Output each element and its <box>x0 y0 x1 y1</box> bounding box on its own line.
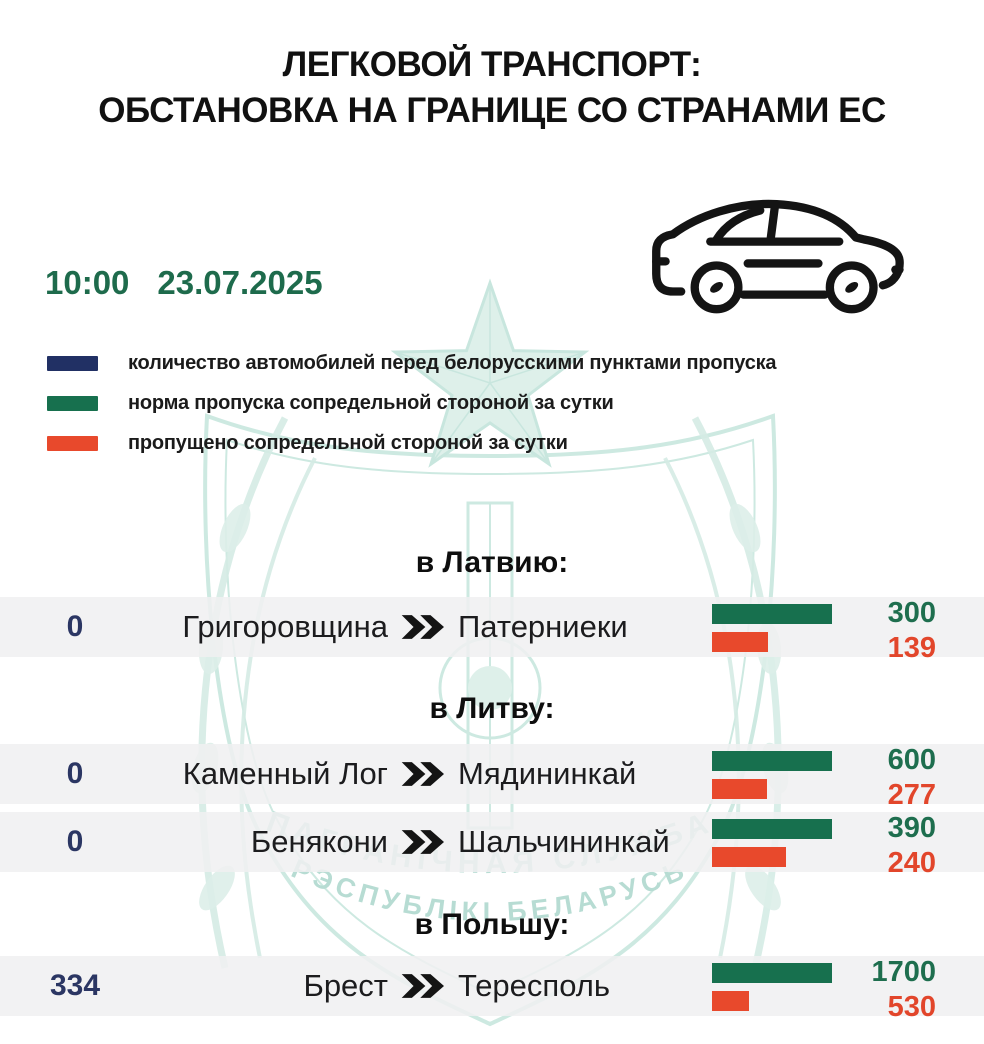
page-title-line1: ЛЕГКОВОЙ ТРАНСПОРТ: <box>282 45 702 84</box>
double-chevron-icon <box>401 974 444 998</box>
legend-swatch-green <box>47 395 98 411</box>
values: 600 277 <box>806 744 936 811</box>
checkpoint-from: Бенякони <box>250 824 388 859</box>
legend-label: количество автомобилей перед белорусским… <box>128 351 777 374</box>
legend-label: норма пропуска сопредельной стороной за … <box>128 391 614 414</box>
section-header-poland: в Польшу: <box>414 908 570 941</box>
passed-bar <box>712 632 768 652</box>
route: Брест Тересполь <box>140 956 705 1016</box>
passed-bar <box>712 779 767 799</box>
double-chevron-icon <box>401 762 444 786</box>
checkpoint-to: Тересполь <box>458 968 611 1003</box>
double-chevron-icon <box>401 830 444 854</box>
crossing-row-kamenny-log: 0 Каменный Лог Мядининкай 600 277 <box>0 744 984 810</box>
legend-swatch-navy <box>47 355 98 371</box>
norm-bar <box>712 963 832 983</box>
norm-bar <box>712 751 832 771</box>
checkpoint-from: Григоровщина <box>182 609 388 644</box>
bar-pair <box>712 751 832 799</box>
passed-value: 240 <box>887 847 936 879</box>
norm-bar <box>712 819 832 839</box>
passed-bar <box>712 847 786 867</box>
legend-label: пропущено сопредельной стороной за сутки <box>128 431 568 454</box>
queue-count: 0 <box>66 610 84 643</box>
passed-value: 139 <box>887 632 936 664</box>
norm-bar <box>712 604 832 624</box>
norm-value: 600 <box>887 744 936 776</box>
bar-pair <box>712 604 832 652</box>
checkpoint-from: Брест <box>303 968 388 1003</box>
page-title: ЛЕГКОВОЙ ТРАНСПОРТ: ОБСТАНОВКА НА ГРАНИЦ… <box>0 42 984 134</box>
bar-pair <box>712 819 832 867</box>
values: 390 240 <box>806 812 936 879</box>
checkpoint-to: Шальчининкай <box>458 824 670 859</box>
checkpoint-to: Мядининкай <box>458 756 637 791</box>
timestamp: 10:00 23.07.2025 <box>45 264 323 302</box>
section-header-lithuania: в Литву: <box>429 692 555 725</box>
legend-item-queue: количество автомобилей перед белорусским… <box>47 351 777 374</box>
time-value: 10:00 <box>45 264 130 301</box>
legend-swatch-orange <box>47 435 98 451</box>
crossing-row-brest: 334 Брест Тересполь 1700 530 <box>0 956 984 1022</box>
bar-pair <box>712 963 832 1011</box>
passed-value: 277 <box>887 779 936 811</box>
route: Каменный Лог Мядининкай <box>140 744 705 804</box>
legend-item-norm: норма пропуска сопредельной стороной за … <box>47 392 776 414</box>
legend: количество автомобилей перед белорусским… <box>47 351 777 472</box>
crossing-row-benyakoni: 0 Бенякони Шальчининкай 390 240 <box>0 812 984 878</box>
route: Бенякони Шальчининкай <box>140 812 705 872</box>
queue-count: 0 <box>66 825 84 858</box>
passed-value: 530 <box>887 991 936 1023</box>
norm-value: 390 <box>887 812 936 844</box>
car-icon <box>652 199 904 314</box>
date-value: 23.07.2025 <box>157 264 323 301</box>
route: Григоровщина Патерниеки <box>140 597 705 657</box>
queue-count: 334 <box>49 969 101 1002</box>
crossing-row-grigorovshchina: 0 Григоровщина Патерниеки 300 139 <box>0 597 984 663</box>
passed-bar <box>712 991 749 1011</box>
queue-count: 0 <box>66 757 84 790</box>
norm-value: 300 <box>887 597 936 629</box>
values: 300 139 <box>806 597 936 664</box>
checkpoint-to: Патерниеки <box>458 609 628 644</box>
section-header-latvia: в Латвию: <box>415 546 569 579</box>
checkpoint-from: Каменный Лог <box>182 756 388 791</box>
page-title-line2: ОБСТАНОВКА НА ГРАНИЦЕ СО СТРАНАМИ ЕС <box>98 91 886 130</box>
norm-value: 1700 <box>871 956 936 988</box>
double-chevron-icon <box>401 615 444 639</box>
legend-item-passed: пропущено сопредельной стороной за сутки <box>47 432 776 454</box>
values: 1700 530 <box>806 956 936 1023</box>
